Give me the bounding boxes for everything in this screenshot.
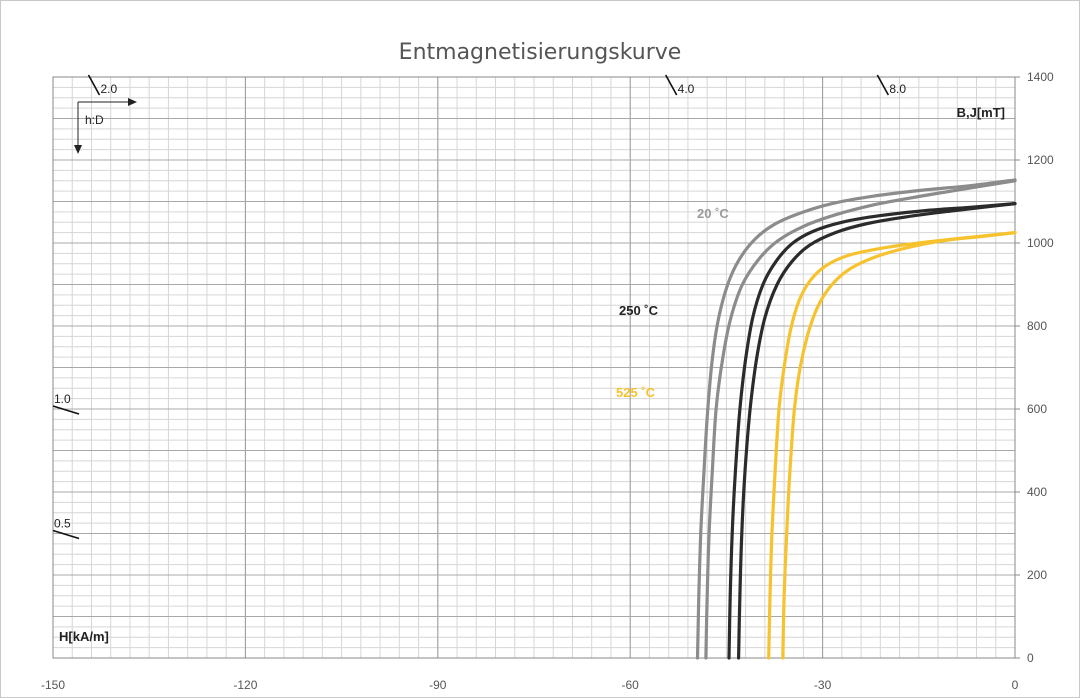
x-axis-ticks: -150 -120 -90 -60 -30 0 [41,678,1019,692]
curves [695,178,1017,660]
curve-J-250C [727,202,1017,660]
y-tick-label: 1400 [1027,70,1054,84]
x-tick-label: 0 [1012,678,1019,692]
x-tick-label: -90 [429,678,447,692]
hd-label: h:D [85,113,104,127]
y-axis-label: B,J[mT] [957,105,1005,120]
y-tick-label: 600 [1027,402,1047,416]
load-line-label: 0.5 [54,517,71,531]
x-tick-label: -30 [814,678,832,692]
x-tick-label: -120 [233,678,257,692]
load-line-label: 2.0 [100,82,117,96]
curve-B-250C [737,202,1017,660]
label-20c: 20 ˚C [697,206,729,221]
label-250c: 250 ˚C [619,303,659,318]
load-line-mark [876,74,890,96]
curve-B-525C [781,231,1017,660]
major-grid [52,76,1016,659]
hd-indicator: h:D [74,98,137,154]
load-line-label: 1.0 [54,392,71,406]
load-line-mark [52,529,80,540]
x-axis-label: H[kA/m] [59,629,109,644]
arrow-right-icon [128,98,137,106]
arrow-down-icon [74,145,82,154]
load-lines: 2.0 4.0 8.0 1.0 0.5 [52,74,906,540]
y-tick-label: 200 [1027,568,1047,582]
y-tick-label: 1000 [1027,236,1054,250]
y-axis-ticks: 0 200 400 600 800 1000 1200 1400 [1015,70,1054,665]
y-tick-label: 800 [1027,319,1047,333]
chart-title: Entmagnetisierungskurve [399,40,682,65]
plot-border [52,76,1016,659]
load-line-label: 8.0 [889,82,906,96]
x-tick-label: -60 [622,678,640,692]
load-line-mark [52,405,80,415]
curve-J-525C [767,231,1017,660]
curve-J-20C [695,178,1017,660]
load-line-label: 4.0 [678,82,695,96]
y-tick-label: 1200 [1027,153,1054,167]
load-line-mark [664,74,678,96]
y-tick-label: 400 [1027,485,1047,499]
label-525c: 525 ˚C [616,385,656,400]
curve-B-20C [704,179,1017,660]
load-line-mark [87,74,101,96]
x-tick-label: -150 [41,678,65,692]
y-tick-label: 0 [1027,651,1034,665]
